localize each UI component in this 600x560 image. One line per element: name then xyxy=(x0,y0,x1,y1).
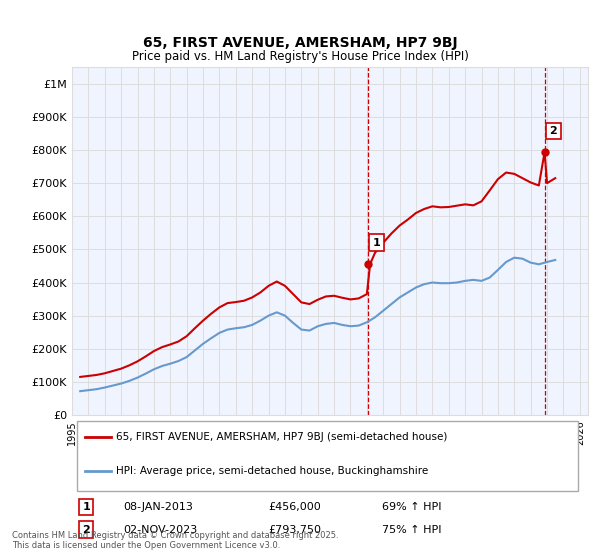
Text: 65, FIRST AVENUE, AMERSHAM, HP7 9BJ: 65, FIRST AVENUE, AMERSHAM, HP7 9BJ xyxy=(143,36,457,50)
Text: 75% ↑ HPI: 75% ↑ HPI xyxy=(382,525,441,535)
Text: HPI: Average price, semi-detached house, Buckinghamshire: HPI: Average price, semi-detached house,… xyxy=(116,466,428,476)
Text: £793,750: £793,750 xyxy=(268,525,321,535)
Text: 65, FIRST AVENUE, AMERSHAM, HP7 9BJ (semi-detached house): 65, FIRST AVENUE, AMERSHAM, HP7 9BJ (sem… xyxy=(116,432,447,442)
Text: 02-NOV-2023: 02-NOV-2023 xyxy=(124,525,198,535)
Text: Price paid vs. HM Land Registry's House Price Index (HPI): Price paid vs. HM Land Registry's House … xyxy=(131,50,469,63)
Text: 08-JAN-2013: 08-JAN-2013 xyxy=(124,502,193,512)
Text: 1: 1 xyxy=(373,238,380,248)
Text: Contains HM Land Registry data © Crown copyright and database right 2025.
This d: Contains HM Land Registry data © Crown c… xyxy=(12,530,338,550)
FancyBboxPatch shape xyxy=(77,421,578,491)
Text: 2: 2 xyxy=(82,525,90,535)
Text: £456,000: £456,000 xyxy=(268,502,321,512)
Text: 2: 2 xyxy=(550,126,557,136)
Text: 1: 1 xyxy=(82,502,90,512)
Text: 69% ↑ HPI: 69% ↑ HPI xyxy=(382,502,441,512)
